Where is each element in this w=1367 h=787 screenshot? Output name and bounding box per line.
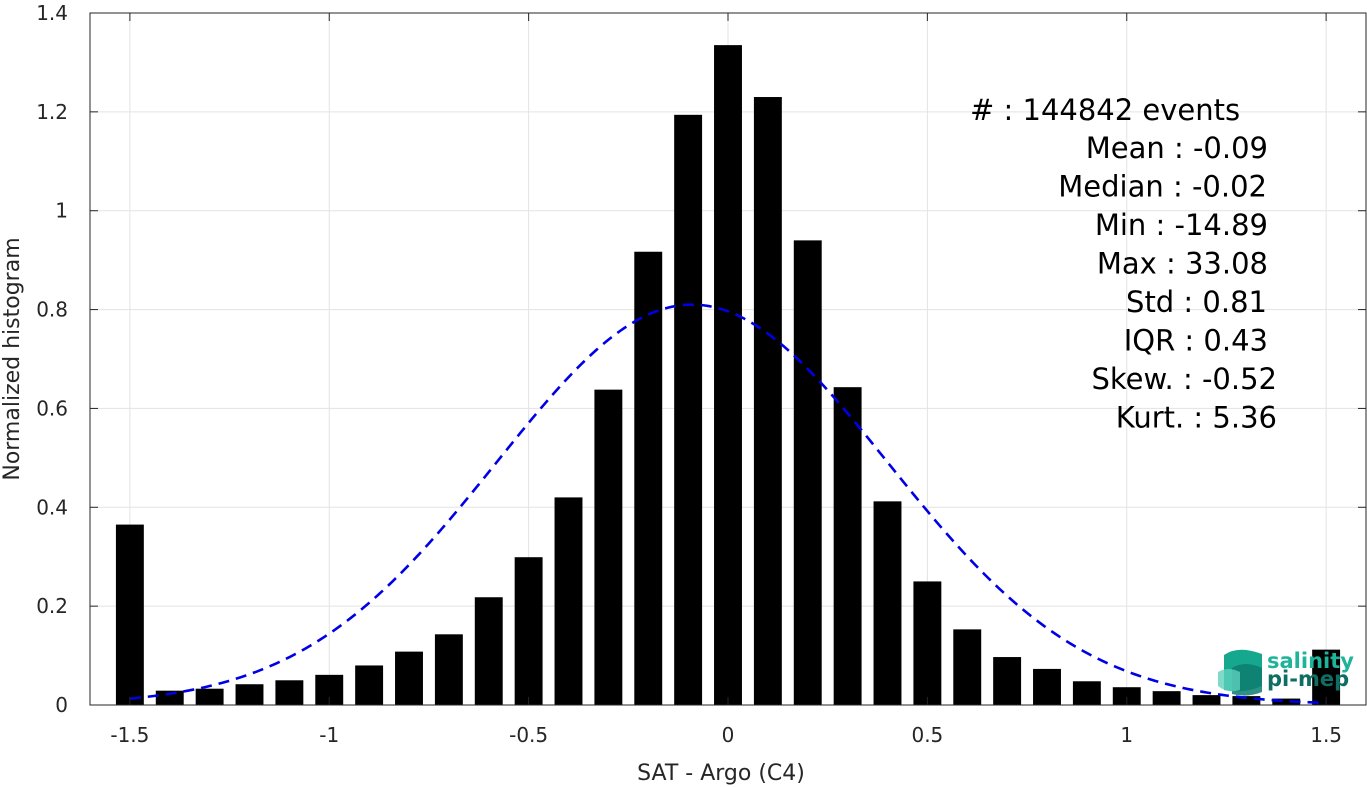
- histogram-bar: [355, 665, 384, 705]
- y-tick-label: 0.2: [36, 594, 68, 618]
- stat-line: Skew. : -0.52: [1091, 362, 1277, 396]
- stat-line: Mean : -0.09: [1086, 131, 1268, 165]
- histogram-bar: [195, 688, 224, 705]
- histogram-bar: [1272, 698, 1301, 705]
- logo-text-line2: pi-mep: [1267, 667, 1349, 691]
- y-axis-label: Normalized histogram: [0, 237, 25, 480]
- y-tick-label: 0.4: [36, 495, 68, 519]
- y-tick-label: 1.2: [36, 100, 68, 124]
- histogram-bar: [1232, 696, 1261, 705]
- stat-line-events: # : 144842 events: [970, 93, 1240, 127]
- x-tick-label: 0: [722, 723, 735, 747]
- y-tick-label: 0.8: [36, 298, 68, 322]
- histogram-bar: [1072, 681, 1101, 705]
- stat-line: Max : 33.08: [1097, 247, 1268, 281]
- x-tick-label: 1.5: [1310, 723, 1342, 747]
- histogram-bar: [953, 629, 982, 705]
- histogram-bar: [115, 524, 144, 705]
- y-tick-label: 1: [55, 199, 68, 223]
- histogram-bar: [714, 45, 742, 706]
- histogram-bar: [434, 634, 463, 705]
- histogram-bar: [395, 651, 423, 705]
- histogram-bar: [1192, 695, 1221, 705]
- histogram-bar: [594, 389, 623, 705]
- histogram-bar: [793, 240, 822, 705]
- histogram-bar: [235, 684, 264, 705]
- histogram-bar: [474, 597, 503, 705]
- statistics-box: # : 144842 events Mean : -0.09 Median : -0…: [970, 93, 1277, 435]
- histogram-bar: [1152, 691, 1181, 705]
- x-tick-labels: -1.5 -1 -0.5 0 0.5 1 1.5: [110, 723, 1342, 747]
- stat-line: Kurt. : 5.36: [1116, 401, 1277, 435]
- x-tick-label: 0.5: [911, 723, 943, 747]
- histogram-bar: [1312, 649, 1341, 705]
- histogram-bar: [155, 690, 184, 705]
- histogram-bar: [275, 680, 304, 705]
- stat-line: Min : -14.89: [1095, 208, 1268, 242]
- histogram-bar: [753, 97, 782, 706]
- histogram-bar: [873, 501, 902, 705]
- gaussian-fit-curve: [129, 303, 1327, 705]
- y-tick-label: 0: [55, 693, 68, 717]
- salinity-pi-mep-logo: salinity pi-mep: [1218, 649, 1354, 696]
- y-tick-label: 1.4: [36, 1, 68, 25]
- histogram-bar: [674, 114, 703, 705]
- histogram-bar: [634, 251, 663, 706]
- histogram-bar: [993, 657, 1022, 705]
- histogram-bar: [514, 557, 543, 705]
- x-tick-label: -1.5: [110, 723, 149, 747]
- histogram-bar: [554, 497, 583, 705]
- histogram-bar: [1033, 668, 1061, 705]
- logo-text-line1: salinity: [1267, 649, 1354, 673]
- stat-line: IQR : 0.43: [1124, 324, 1268, 358]
- histogram-bar: [913, 581, 942, 705]
- y-tick-label: 0.6: [36, 396, 68, 420]
- x-tick-label: 1: [1120, 723, 1133, 747]
- x-tick-label: -0.5: [509, 723, 548, 747]
- histogram-bar: [833, 387, 862, 705]
- histogram-bar: [1112, 687, 1141, 705]
- x-axis-label: SAT - Argo (C4): [637, 761, 805, 786]
- x-tick-label: -1: [319, 723, 339, 747]
- stat-line: Median : -0.02: [1058, 170, 1267, 204]
- stat-line: Std : 0.81: [1126, 285, 1267, 319]
- axis-ticks: [90, 12, 1366, 706]
- wave-logo-icon: [1218, 649, 1262, 696]
- histogram-bars: [115, 45, 1341, 706]
- y-tick-labels: 0 0.2 0.4 0.6 0.8 1 1.2 1.4: [36, 1, 68, 717]
